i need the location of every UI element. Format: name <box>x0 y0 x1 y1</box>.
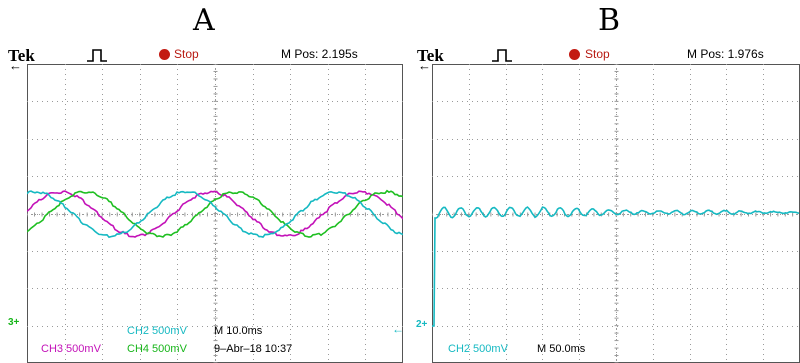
panel-b-header: Tek Stop M Pos: 1.976s ← <box>405 44 800 73</box>
panel-a-graticule <box>27 64 403 363</box>
capture-date: 9–Abr–18 10:37 <box>214 343 293 355</box>
tek-brand: Tek <box>8 46 35 65</box>
pulse-trigger-icon <box>492 49 512 62</box>
timebase: M 10.0ms <box>214 325 263 337</box>
m-pos-readout: M Pos: 2.195s <box>281 47 358 61</box>
stop-indicator-icon <box>159 49 170 60</box>
ch2-scale: CH2 500mV <box>127 325 187 337</box>
ch2-trace <box>432 206 800 327</box>
stop-indicator-icon <box>569 49 580 60</box>
ch2-trace <box>27 190 403 239</box>
acquisition-status: Stop <box>174 47 199 61</box>
ground-marker: 2+ <box>416 319 428 330</box>
acquisition-status: Stop <box>585 47 610 61</box>
ch3-scale: CH3 500mV <box>41 343 101 355</box>
ch2-scale: CH2 500mV <box>448 343 508 355</box>
panel-b-letter: B <box>598 3 621 38</box>
panel-a-letter: A <box>193 3 215 38</box>
pulse-trigger-icon <box>87 49 107 62</box>
ch4-scale: CH4 500mV <box>127 343 187 355</box>
m-pos-readout: M Pos: 1.976s <box>687 47 764 61</box>
tek-brand: Tek <box>417 46 444 65</box>
graticule-grid <box>27 64 403 363</box>
timebase: M 50.0ms <box>537 343 586 355</box>
panel-b-graticule <box>432 64 800 363</box>
position-arrow-icon: ← <box>418 58 431 73</box>
ch3-trace <box>27 190 403 238</box>
ch4-trace <box>27 189 403 238</box>
trigger-level-marker: ← <box>392 322 404 336</box>
position-arrow-icon: ← <box>9 58 22 73</box>
ground-marker: 3+ <box>8 317 20 328</box>
panel-a-header: Tek Stop M Pos: 2.195s ← <box>0 44 400 73</box>
